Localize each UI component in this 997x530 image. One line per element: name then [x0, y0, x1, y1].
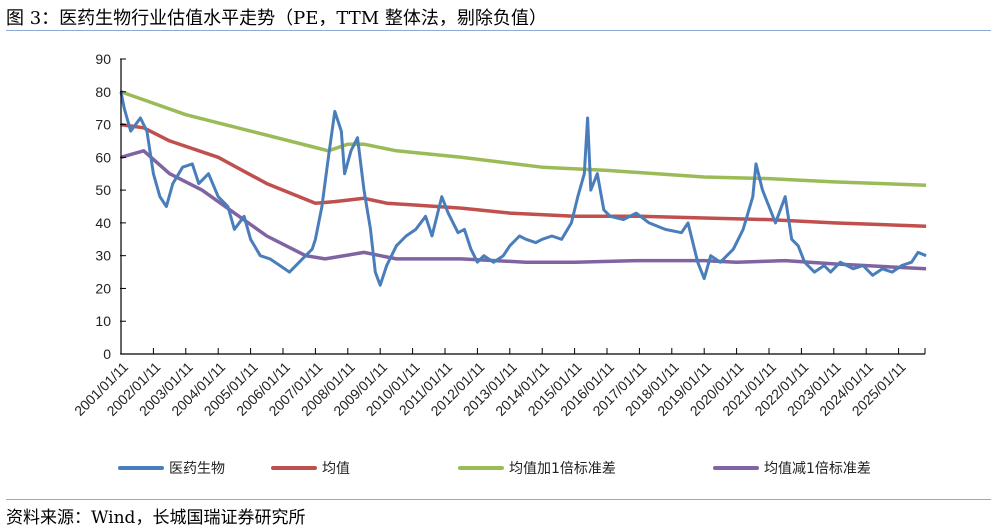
series-line-2 [120, 90, 927, 187]
legend-item: 均值 [271, 461, 350, 477]
legend-label: 医药生物 [169, 461, 225, 477]
series-line-0 [119, 91, 927, 287]
y-tick-label: 30 [95, 248, 111, 264]
legend-item: 医药生物 [118, 461, 225, 477]
y-tick-label: 0 [103, 346, 111, 362]
y-tick-label: 40 [95, 215, 111, 231]
legend: 医药生物 均值 均值加1倍标准差 均值减1倍标准差 [118, 461, 871, 477]
y-tick-label: 50 [95, 182, 111, 198]
axes-layer: 01020304050607080902001/01/112002/01/112… [71, 51, 926, 419]
chart-title: 图 3：医药生物行业估值水平走势（PE，TTM 整体法，剔除负值） [6, 8, 547, 29]
legend-label: 均值减1倍标准差 [764, 461, 871, 477]
y-tick-label: 80 [95, 84, 111, 100]
series-layer [119, 90, 927, 287]
series-line-3 [120, 149, 927, 271]
legend-label: 均值加1倍标准差 [509, 461, 616, 477]
legend-item: 均值加1倍标准差 [458, 461, 616, 477]
y-tick-label: 20 [95, 280, 111, 296]
legend-label: 均值 [322, 461, 350, 477]
series-line-1 [120, 122, 927, 228]
y-tick-label: 10 [95, 313, 111, 329]
title-divider [6, 30, 991, 31]
y-tick-label: 90 [95, 51, 111, 67]
y-tick-label: 60 [95, 149, 111, 165]
legend-item: 均值减1倍标准差 [713, 461, 871, 477]
footer-divider [6, 499, 991, 500]
line-chart: 01020304050607080902001/01/112002/01/112… [71, 51, 927, 477]
y-tick-label: 70 [95, 117, 111, 133]
source-note: 资料来源：Wind，长城国瑞证券研究所 [6, 508, 306, 528]
